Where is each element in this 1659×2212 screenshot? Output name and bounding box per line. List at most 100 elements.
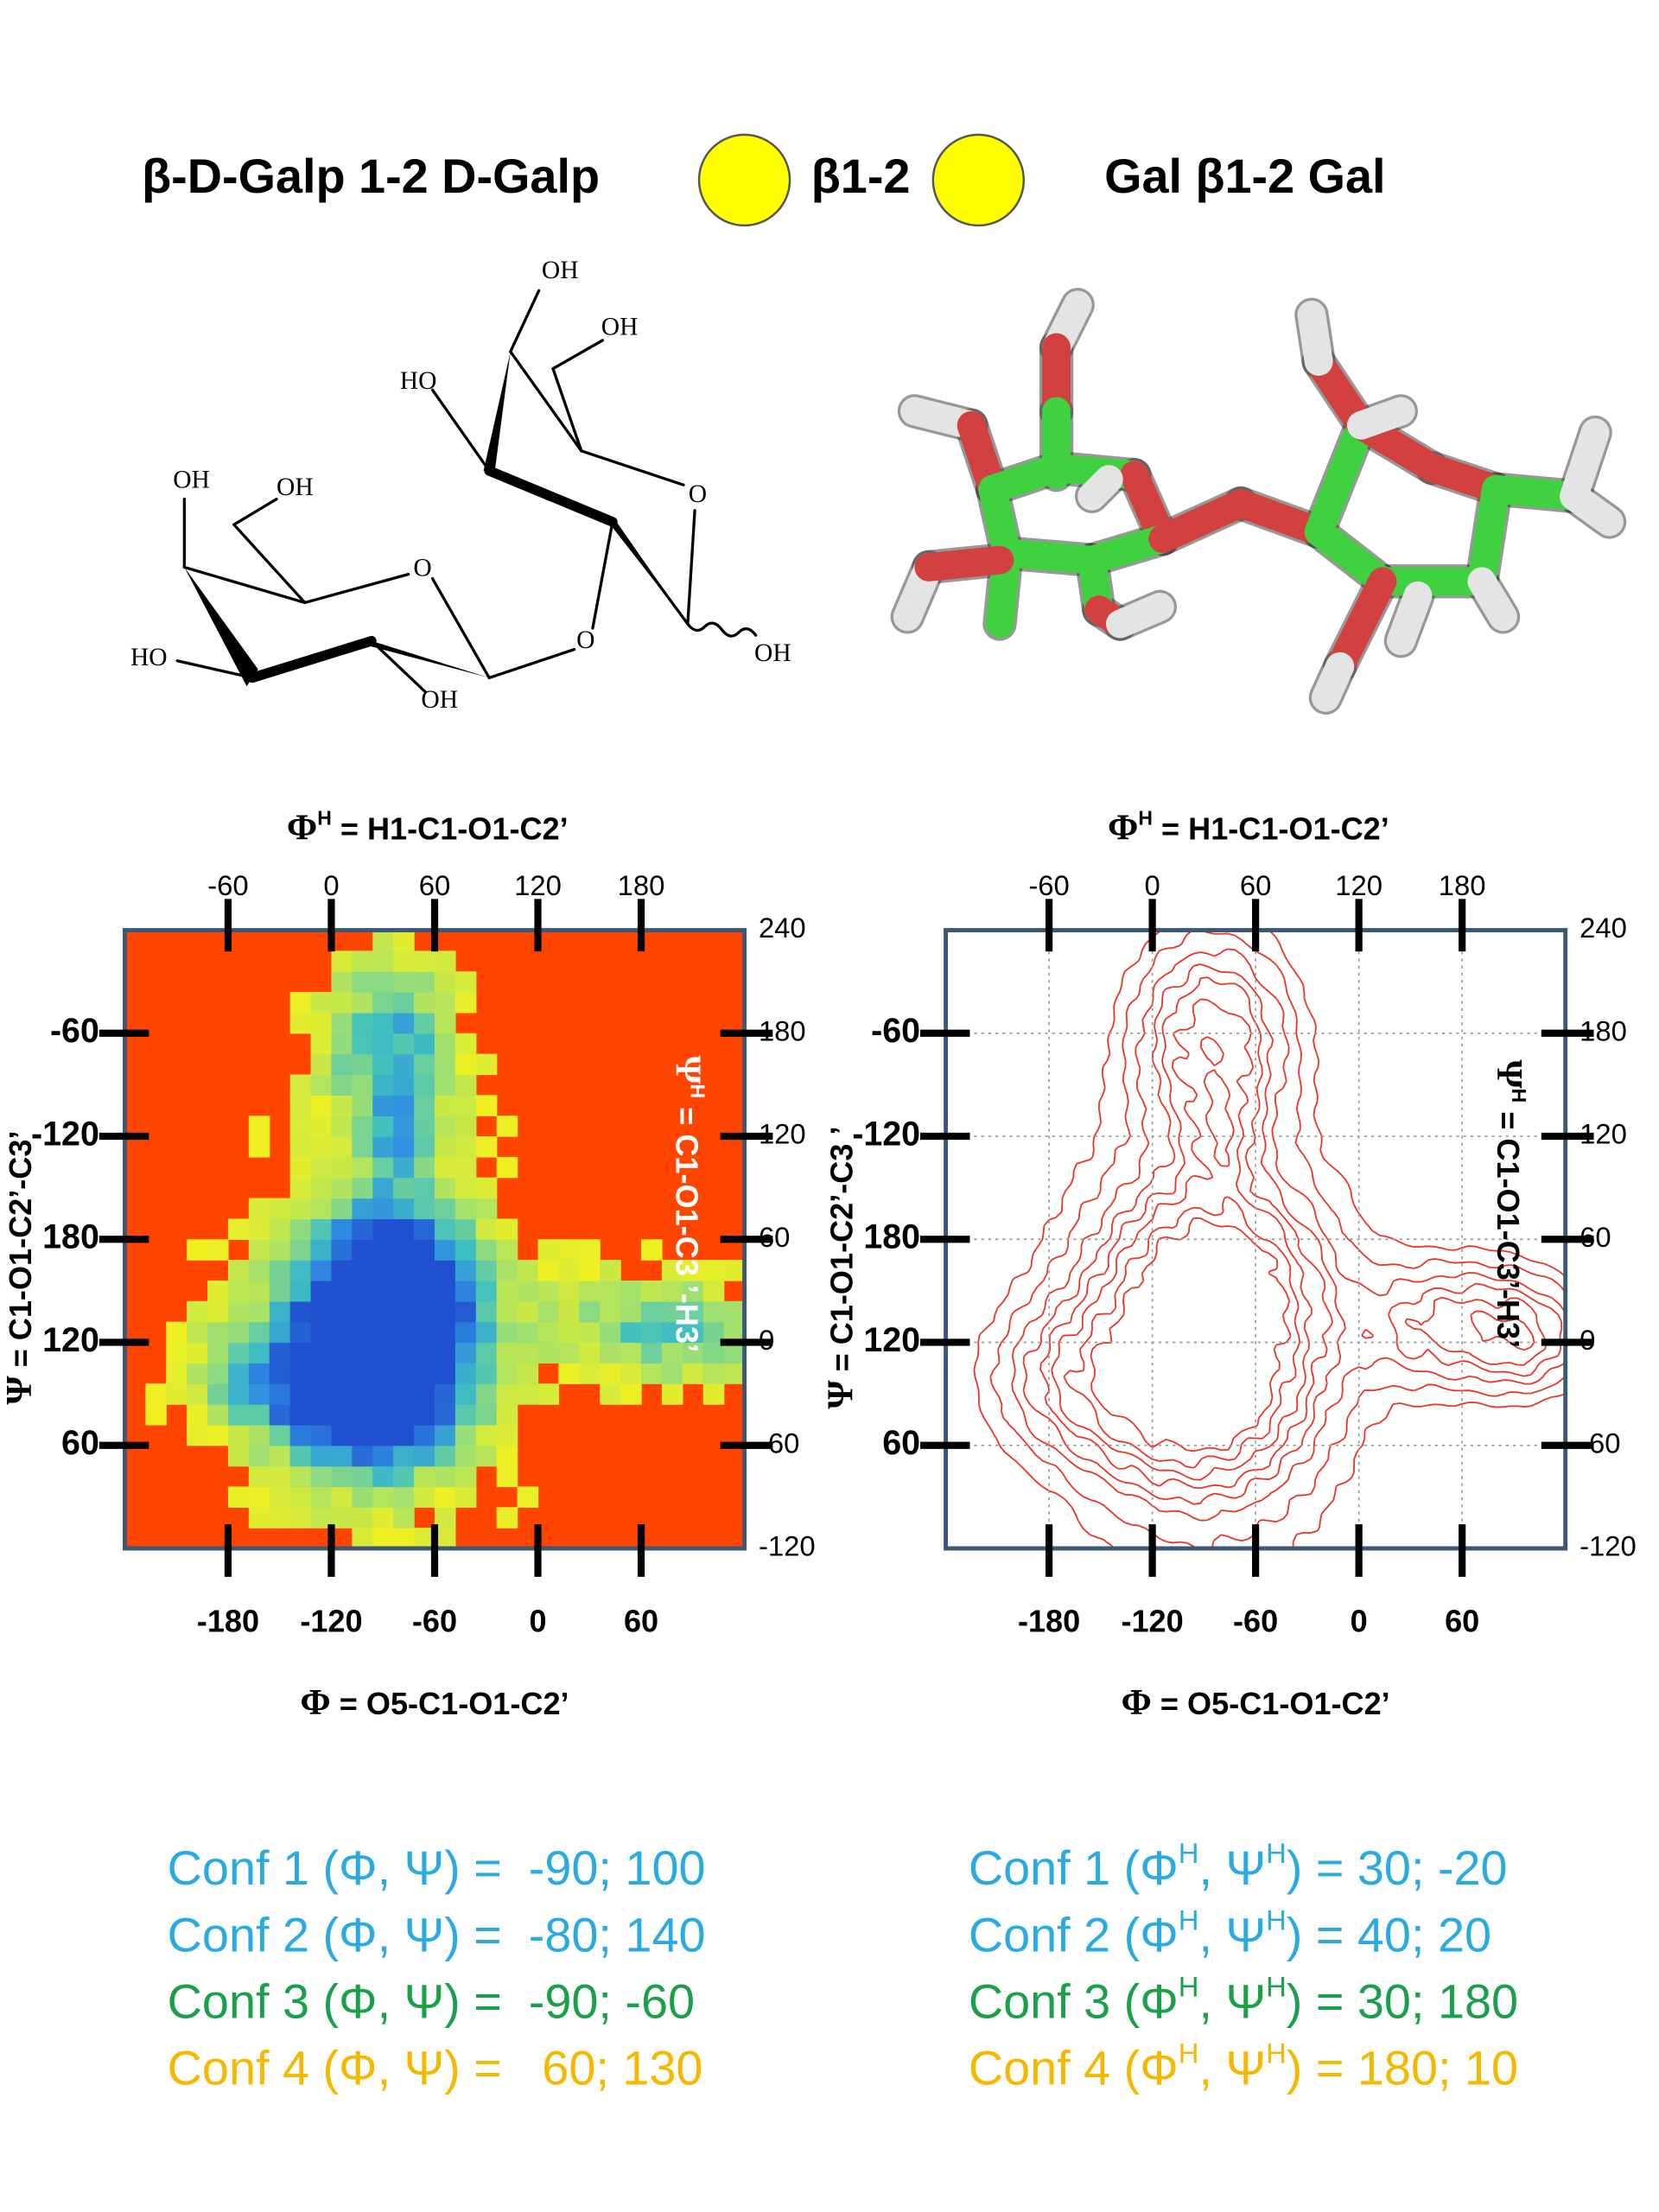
atom-label: O — [689, 480, 707, 508]
heat-cell — [352, 1424, 373, 1446]
heat-cell — [517, 1260, 539, 1281]
heat-cell — [207, 1300, 229, 1323]
heat-cell — [207, 1424, 229, 1446]
x2-tick-label: 60 — [419, 869, 451, 901]
heat-cell — [600, 1383, 621, 1405]
wavy-bond — [686, 621, 758, 638]
heat-cell — [310, 1218, 333, 1240]
heat-cell — [187, 1321, 208, 1344]
heat-cell — [372, 930, 394, 952]
heat-cell — [393, 1404, 415, 1426]
heat-cell — [600, 1300, 621, 1323]
heat-cell — [475, 1445, 498, 1467]
heat-cell — [393, 1095, 415, 1116]
axis-title-part: H — [1508, 1089, 1530, 1103]
heat-cell — [434, 1033, 456, 1055]
heat-cell — [393, 1198, 415, 1220]
heat-cell — [496, 1465, 518, 1488]
heat-cell — [393, 1342, 415, 1364]
heat-cell — [414, 1218, 435, 1240]
heat-cell — [434, 1177, 456, 1199]
conformation-part: Conf 2 (Φ, Ψ) = -80; 140 — [168, 1907, 706, 1961]
heat-cell — [269, 1300, 291, 1323]
heat-cell — [372, 1116, 394, 1137]
heat-cell — [600, 1342, 621, 1364]
heat-cell — [227, 1260, 250, 1281]
x-tick-label: 0 — [1351, 1604, 1368, 1639]
heat-cell — [248, 1239, 270, 1261]
heat-cell — [248, 1198, 270, 1220]
heat-cell — [475, 1321, 498, 1344]
heat-cell — [372, 1507, 394, 1529]
stick — [1346, 397, 1415, 440]
structure-3d — [890, 288, 1627, 715]
contour-line — [989, 929, 1567, 1549]
y2-tick-label: -120 — [1580, 1530, 1637, 1562]
heat-cell — [414, 1280, 435, 1302]
heat-cell — [600, 1321, 621, 1344]
heat-cell — [641, 1280, 663, 1302]
heat-cell — [372, 1033, 394, 1055]
heat-cell — [496, 1404, 518, 1426]
heat-cell — [454, 1218, 477, 1240]
heat-cell — [579, 1260, 601, 1281]
heat-cell — [331, 1300, 353, 1323]
heat-cell — [393, 1177, 415, 1199]
x-tick-label: 0 — [529, 1604, 546, 1639]
heat-cell — [414, 1033, 435, 1055]
conformation-part: ) = 30; 180 — [1287, 1974, 1518, 2028]
heat-cell — [372, 1445, 394, 1467]
heat-cell — [434, 1383, 456, 1405]
heat-cell — [434, 971, 456, 993]
heat-cell — [454, 1321, 477, 1344]
conformation: Conf 3 (Φ, Ψ) = -90; -60 — [168, 1974, 695, 2028]
heat-cell — [227, 1321, 250, 1344]
heat-cell — [414, 1116, 435, 1137]
heat-cell — [372, 1300, 394, 1323]
contour-line — [1051, 998, 1535, 1481]
x-tick-label: -120 — [300, 1604, 362, 1639]
heat-cell — [248, 1116, 270, 1137]
heat-cell — [414, 1383, 435, 1405]
heat-cell — [372, 1053, 394, 1076]
contour-line — [1039, 976, 1548, 1490]
heat-cell — [372, 1074, 394, 1096]
heat-cell — [661, 1363, 683, 1384]
heat-cell — [372, 1239, 394, 1261]
conformation-part: H — [1266, 1837, 1287, 1869]
heat-cell — [661, 1321, 683, 1344]
heat-cell — [331, 1218, 353, 1240]
heat-cell — [310, 1383, 333, 1405]
heat-cell — [454, 1053, 477, 1076]
x2-tick-label: 0 — [323, 869, 339, 901]
heat-cell — [475, 1053, 498, 1076]
heat-cell — [661, 1260, 683, 1281]
heat-cell — [331, 1033, 353, 1055]
axis-title-part: Ψ — [1489, 1059, 1529, 1089]
heat-cell — [454, 1280, 477, 1302]
heat-cell — [517, 1486, 539, 1508]
heat-cell — [661, 1280, 683, 1302]
y2-tick-label: -120 — [759, 1530, 816, 1562]
axis-title: ΨH = C1-O1-C3 ’-H3’ — [668, 1055, 709, 1352]
heat-cell — [454, 1465, 477, 1488]
heat-cell — [207, 1321, 229, 1344]
heat-cell — [475, 1177, 498, 1199]
heat-cell — [207, 1342, 229, 1364]
bond — [686, 509, 696, 626]
heat-cell — [434, 1053, 456, 1076]
conformation-part: H — [1179, 2037, 1199, 2069]
heat-cell — [227, 1383, 250, 1405]
heat-cell — [372, 1156, 394, 1179]
x-tick-label: -180 — [197, 1604, 259, 1639]
heat-cell — [393, 1033, 415, 1055]
heat-cell — [723, 1260, 746, 1281]
heat-cell — [723, 1363, 746, 1384]
stick — [1467, 567, 1517, 632]
y2-tick-label: 240 — [759, 912, 806, 944]
heat-cell — [496, 1116, 518, 1137]
x-tick-label: -60 — [1233, 1604, 1278, 1639]
x2-tick-label: 60 — [1240, 869, 1272, 901]
